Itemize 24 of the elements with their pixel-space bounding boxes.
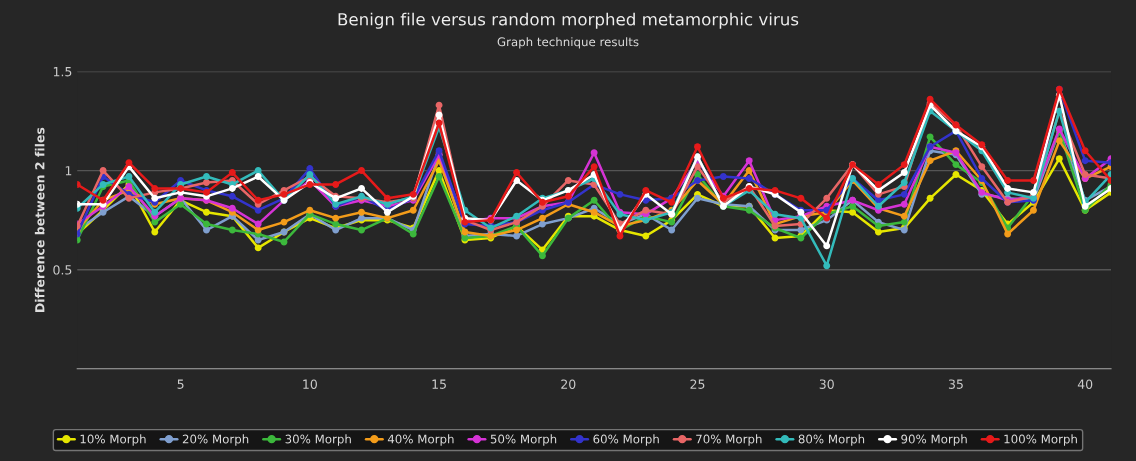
y-tick-label: 1 xyxy=(65,166,72,176)
legend-label: 20% Morph xyxy=(182,434,249,446)
x-tick-label: 25 xyxy=(690,379,705,389)
x-tick-label: 40 xyxy=(1077,379,1093,389)
x-tick-label: 20 xyxy=(561,379,576,389)
legend-label: 50% Morph xyxy=(490,434,557,446)
y-tick-label: 0.5 xyxy=(53,265,72,275)
legend-label: 10% Morph xyxy=(80,434,146,446)
legend-label: 30% Morph xyxy=(285,434,351,446)
legend-label: 80% Morph xyxy=(798,434,865,446)
chart-title: Benign file versus random morphed metamorphic virus xyxy=(338,12,799,29)
y-axis-title: Difference between 2 files xyxy=(34,127,45,312)
x-tick-label: 35 xyxy=(948,379,963,389)
legend-label: 90% Morph xyxy=(901,434,967,446)
x-tick-label: 30 xyxy=(819,379,834,389)
legend-label: 60% Morph xyxy=(593,434,659,446)
y-tick-label: 1.5 xyxy=(53,67,72,77)
x-tick-label: 15 xyxy=(432,379,446,389)
x-tick-label: 10 xyxy=(303,379,317,389)
legend-label: 70% Morph xyxy=(696,434,762,446)
x-tick-label: 5 xyxy=(177,379,184,389)
chart-subtitle: Graph technique results xyxy=(497,37,639,49)
legend-label: 40% Morph xyxy=(387,434,454,446)
legend-label: 100% Morph xyxy=(1004,434,1077,446)
